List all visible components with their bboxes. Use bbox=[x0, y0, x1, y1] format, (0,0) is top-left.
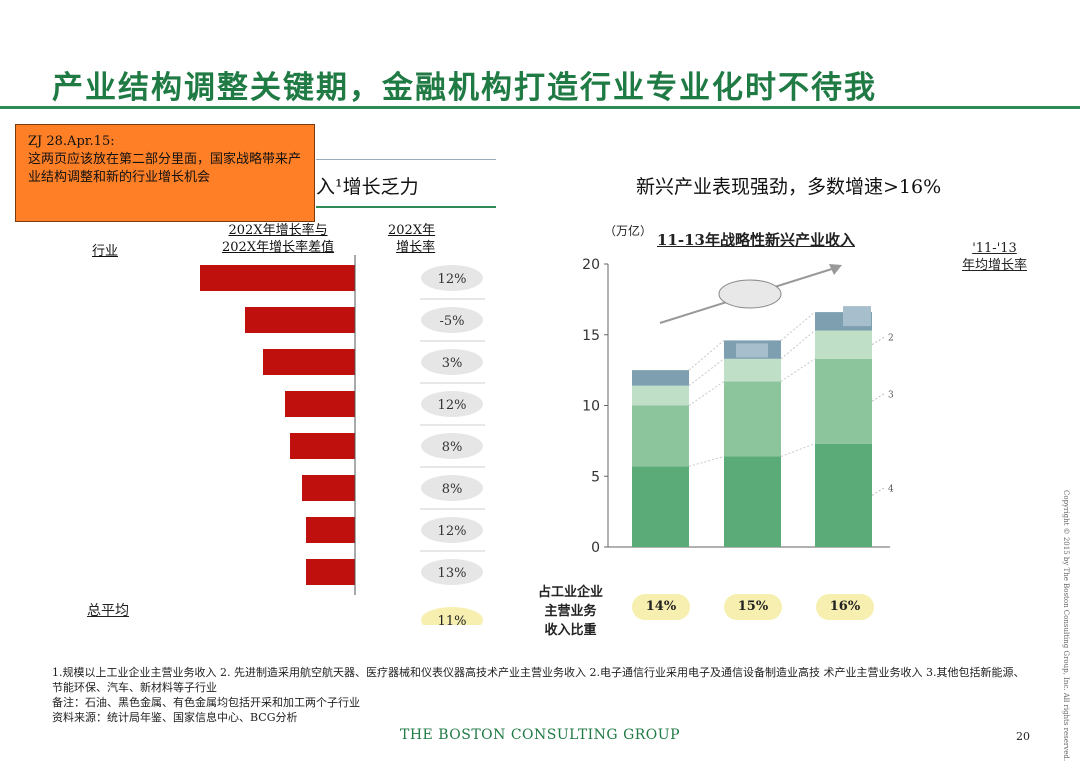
segment-marker: 2 bbox=[888, 334, 894, 344]
y-tick-label: 10 bbox=[582, 399, 600, 415]
footnotes: 1.规模以上工业企业主营业务收入 2. 先进制造采用航空航天器、医疗器械和仪表仪… bbox=[52, 665, 1032, 725]
title-divider bbox=[0, 106, 1080, 109]
note-header: ZJ 28.Apr.15: bbox=[28, 134, 115, 149]
growth-arrow-head bbox=[829, 264, 842, 275]
diff-bar bbox=[200, 265, 355, 291]
diff-bar bbox=[306, 559, 355, 585]
connector-line bbox=[780, 311, 816, 341]
rate-pill bbox=[421, 265, 483, 291]
marker-leader bbox=[871, 486, 886, 496]
cagr-header: '11-'13 年均增长率 bbox=[962, 240, 1027, 274]
rate-header-line2: 增长率 bbox=[396, 240, 436, 255]
connector-line bbox=[780, 443, 816, 457]
footnote-2: 备注：石油、黑色金属、有色金属均包括开采和加工两个子行业 bbox=[52, 696, 360, 709]
stack-segment bbox=[724, 381, 781, 457]
average-rate-label: 11% bbox=[438, 614, 467, 625]
share-label-line2: 主营业务 bbox=[544, 604, 597, 619]
rate-pill bbox=[421, 349, 483, 375]
top-segment-highlight bbox=[736, 343, 768, 358]
connector-line bbox=[688, 455, 725, 467]
share-label-line1: 占工业企业 bbox=[538, 585, 604, 600]
segment-marker: 3 bbox=[888, 390, 894, 400]
diff-bar bbox=[263, 349, 355, 375]
emerging-industry-stacked-chart: 0 5 10 15 20 2 3 4 bbox=[582, 257, 894, 556]
note-text: 这两页应该放在第二部分里面，国家战略带来产业结构调整和新的行业增长机会 bbox=[28, 152, 302, 185]
y-tick-label: 0 bbox=[591, 540, 600, 556]
right-chart-title: 11-13年战略性新兴产业收入 bbox=[657, 231, 855, 249]
connector-line bbox=[780, 330, 816, 360]
share-label: 占工业企业 主营业务 收入比重 bbox=[538, 583, 603, 640]
rate-pill bbox=[421, 433, 483, 459]
left-section-top-rule bbox=[316, 159, 496, 160]
footnote-1: 1.规模以上工业企业主营业务收入 2. 先进制造采用航空航天器、医疗器械和仪表仪… bbox=[52, 666, 1025, 694]
top-segment-highlight bbox=[843, 306, 871, 327]
share-pill-2013: 16% bbox=[816, 594, 874, 620]
stack-segment bbox=[724, 358, 781, 382]
rate-pill bbox=[421, 391, 483, 417]
page-number: 20 bbox=[1016, 730, 1030, 743]
diff-header-line2: 202X年增长率差值 bbox=[222, 240, 335, 255]
rate-pill bbox=[421, 307, 483, 333]
stack-segment bbox=[815, 443, 872, 547]
stack-segment bbox=[724, 456, 781, 547]
connector-line bbox=[688, 381, 725, 406]
segment-marker: 4 bbox=[888, 484, 894, 494]
y-tick-label: 5 bbox=[591, 469, 600, 485]
diff-bar bbox=[306, 517, 355, 543]
rate-label: 8% bbox=[442, 482, 463, 497]
marker-leader bbox=[871, 392, 886, 402]
rate-pill bbox=[421, 517, 483, 543]
diff-bar bbox=[245, 307, 355, 333]
stack-segment bbox=[815, 330, 872, 359]
diff-bar bbox=[285, 391, 355, 417]
marker-leader bbox=[871, 336, 886, 346]
rate-label: 12% bbox=[438, 524, 467, 539]
review-comment-note: ZJ 28.Apr.15: 这两页应该放在第二部分里面，国家战略带来产业结构调整… bbox=[15, 124, 315, 222]
rate-pill bbox=[421, 475, 483, 501]
diff-bar bbox=[302, 475, 355, 501]
stack-segment bbox=[632, 370, 689, 386]
connector-line bbox=[688, 358, 725, 387]
diff-column-header: 202X年增长率与 202X年增长率差值 bbox=[222, 222, 334, 256]
diff-header-line1: 202X年增长率与 bbox=[228, 223, 328, 238]
page-title: 产业结构调整关键期，金融机构打造行业专业化时不待我 bbox=[52, 70, 877, 106]
rate-label: 12% bbox=[438, 272, 467, 287]
rate-label: -5% bbox=[439, 314, 464, 329]
growth-diff-bar-chart: 12% -5% 3% 12% 8% 8% 12% 13% 11% bbox=[200, 255, 485, 625]
share-pill-2011: 14% bbox=[632, 594, 690, 620]
cagr-header-line2: 年均增长率 bbox=[962, 258, 1028, 273]
stack-segment bbox=[815, 358, 872, 444]
average-label: 总平均 bbox=[87, 603, 129, 619]
cagr-header-line1: '11-'13 bbox=[972, 241, 1017, 256]
connector-line bbox=[780, 358, 816, 382]
rate-label: 12% bbox=[438, 398, 467, 413]
y-tick-label: 15 bbox=[582, 328, 600, 344]
share-label-line3: 收入比重 bbox=[544, 623, 597, 638]
stack-segment bbox=[632, 385, 689, 406]
right-chart-unit: （万亿） bbox=[604, 224, 653, 238]
right-section-title: 新兴产业表现强劲，多数增速>16% bbox=[636, 176, 942, 198]
left-section-title: 入¹增长乏力 bbox=[316, 176, 419, 198]
rate-header-line1: 202X年 bbox=[388, 223, 436, 238]
y-tick-label: 20 bbox=[582, 257, 600, 273]
rate-column-header: 202X年 增长率 bbox=[388, 222, 435, 256]
rate-label: 3% bbox=[442, 356, 463, 371]
industry-column-header: 行业 bbox=[92, 244, 119, 259]
rate-label: 8% bbox=[442, 440, 463, 455]
connector-line bbox=[688, 340, 725, 371]
stack-segment bbox=[632, 405, 689, 467]
footnote-3: 资料来源：统计局年鉴、国家信息中心、BCG分析 bbox=[52, 711, 298, 724]
share-pill-2012: 15% bbox=[724, 594, 782, 620]
average-pill bbox=[421, 607, 483, 625]
rate-pill bbox=[421, 559, 483, 585]
rate-label: 13% bbox=[438, 566, 467, 581]
diff-bar bbox=[290, 433, 355, 459]
cagr-callout-ellipse bbox=[718, 279, 782, 309]
stack-segment bbox=[632, 466, 689, 547]
copyright-notice: Copyright © 2015 by The Boston Consultin… bbox=[1062, 490, 1070, 761]
left-section-bottom-rule bbox=[316, 206, 496, 208]
footer-brand: THE BOSTON CONSULTING GROUP bbox=[399, 727, 680, 743]
